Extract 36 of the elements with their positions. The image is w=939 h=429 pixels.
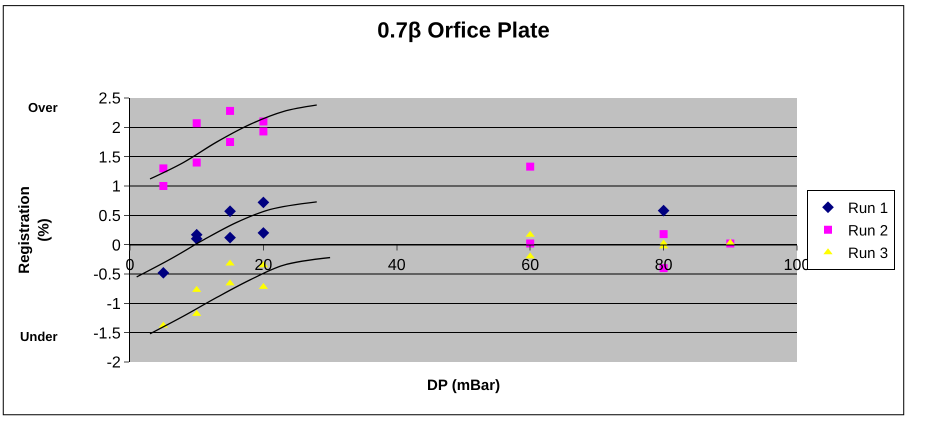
point	[159, 164, 168, 172]
text: Under	[20, 329, 58, 344]
y-tick-label: 0.5	[98, 208, 121, 225]
point	[226, 106, 234, 115]
point	[224, 232, 236, 244]
point	[192, 119, 201, 128]
x-tick-label: 80	[654, 256, 673, 274]
point	[658, 204, 670, 216]
y-tick-label: -1	[106, 296, 121, 313]
y-tick-label: -2	[106, 354, 121, 372]
point	[258, 196, 270, 208]
point	[159, 182, 168, 190]
x-tick-label: 60	[521, 256, 540, 274]
y-axis-title: Registration (%)	[16, 186, 52, 274]
legend-label: Run 2	[848, 222, 888, 240]
x-axis-title: DP (mBar)	[427, 377, 500, 394]
point	[158, 266, 170, 279]
point	[226, 138, 234, 146]
y-tick-label: 2.5	[98, 90, 121, 108]
point	[224, 205, 236, 218]
y-tick-label: 1.5	[98, 149, 121, 166]
point	[259, 127, 268, 136]
point	[526, 162, 534, 171]
x-tick-label: 40	[388, 256, 406, 274]
text: Over	[28, 100, 58, 115]
point	[660, 230, 668, 238]
y-tick-label: -0.5	[93, 266, 121, 284]
y-tick-label: -1.5	[93, 325, 121, 342]
legend-label: Run 3	[848, 245, 888, 262]
point	[192, 158, 201, 167]
y-tick-label: 1	[112, 178, 121, 196]
y-tick-label: 0	[112, 237, 121, 254]
y-tick-label: 2	[112, 120, 121, 137]
chart-title: 0.7β Orfice Plate	[377, 18, 550, 43]
point	[258, 227, 270, 239]
legend-label: Run 1	[848, 200, 888, 218]
